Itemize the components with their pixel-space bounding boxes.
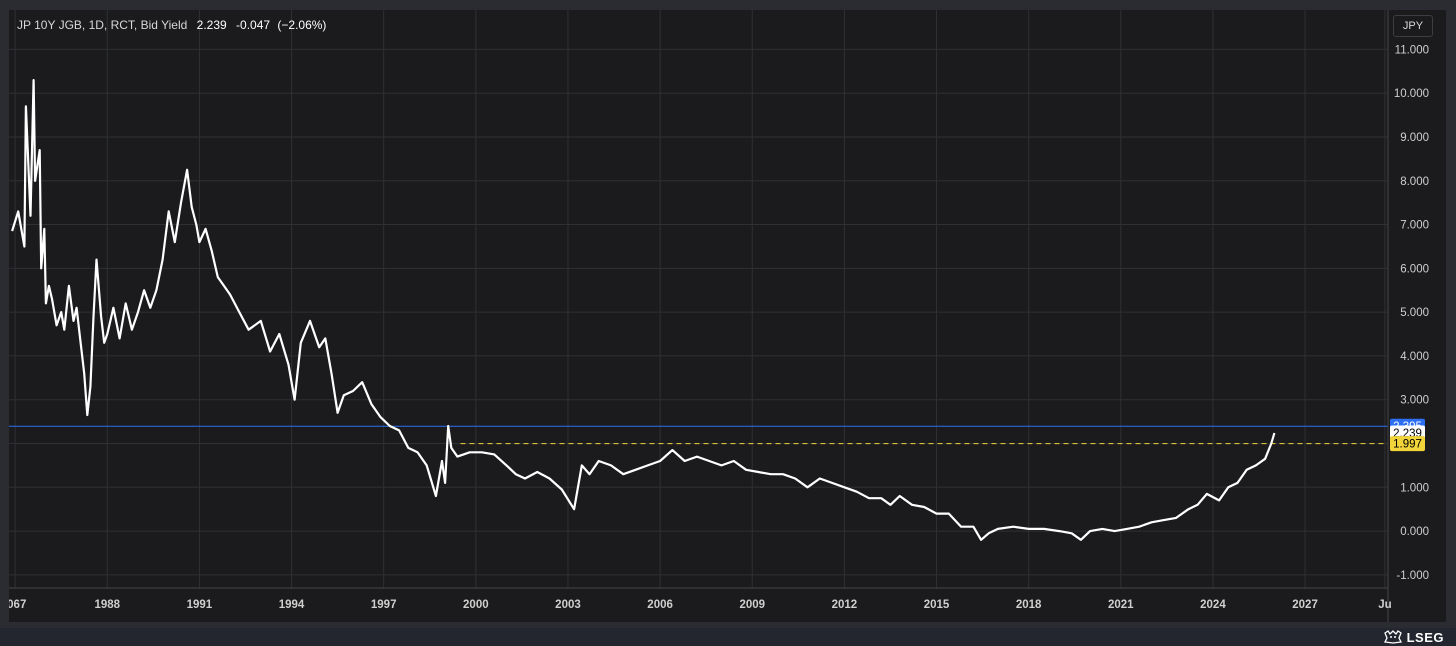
brand-label: LSEG	[1406, 629, 1444, 645]
y-tick-label: 5.000	[1400, 307, 1429, 319]
y-tick-label: 10.000	[1394, 88, 1429, 100]
x-tick-label: 2024	[1200, 599, 1226, 611]
x-tick-label: 2012	[832, 599, 858, 611]
yield-chart: 11.000 10.000 9.000 8.000 7.000 6.000 5.000 4.0…	[4, 10, 1429, 622]
x-tick-label: 2021	[1108, 599, 1134, 611]
x-tick-label: 2015	[924, 599, 950, 611]
y-tick-label: 8.000	[1400, 176, 1429, 188]
currency-button[interactable]: JPY	[1393, 15, 1433, 37]
series-layer	[11, 78, 1276, 541]
price-label-box-2	[1390, 436, 1425, 452]
y-tick-label: -1.000	[1396, 570, 1429, 582]
x-tick-label: Ju	[1378, 599, 1391, 611]
price-label-2: 1.997	[1393, 439, 1422, 451]
y-tick-label: 7.000	[1400, 220, 1429, 232]
footer-bar: LSEG	[0, 628, 1456, 646]
legend-symbol: JP 10Y JGB, 1D, RCT, Bid Yield	[17, 18, 188, 32]
x-tick-label: ’067	[9, 599, 26, 611]
y-tick-label: 6.000	[1400, 263, 1429, 275]
x-tick-label: 1997	[371, 599, 397, 611]
y-tick-label: 9.000	[1400, 132, 1429, 144]
y-tick-label: 1.000	[1400, 482, 1429, 494]
x-tick-label: 2000	[463, 599, 489, 611]
x-tick-label: 2018	[1016, 599, 1042, 611]
axes	[9, 10, 1389, 622]
x-tick-label: 2003	[555, 599, 581, 611]
chart-window: 11.000 10.000 9.000 8.000 7.000 6.000 5.000 4.0…	[4, 10, 1446, 622]
lseg-logo-icon	[1383, 630, 1402, 644]
x-tick-label: 2009	[739, 599, 765, 611]
chart-legend: JP 10Y JGB, 1D, RCT, Bid Yield 2.239 -0.…	[17, 18, 326, 32]
y-tick-label: 3.000	[1400, 395, 1429, 407]
series-line-0	[11, 78, 1276, 541]
legend-change: -0.047	[236, 18, 271, 32]
legend-change-percent: (−2.06%)	[277, 18, 327, 32]
price-axis-labels: 11.000 10.000 9.000 8.000 7.000 6.000 5.000 4.0…	[1394, 44, 1429, 581]
x-tick-label: 1994	[279, 599, 305, 611]
time-axis-labels: ’067 1988 1991 1994 1997 2000 2003 2006 2009 2012…	[4, 599, 1392, 611]
y-tick-label: 0.000	[1400, 526, 1429, 538]
x-tick-label: 2027	[1292, 599, 1318, 611]
brand: LSEG	[1383, 628, 1444, 646]
y-tick-label: 4.000	[1400, 351, 1429, 363]
grid-lines	[9, 10, 1388, 588]
x-tick-label: 2006	[647, 599, 673, 611]
horizontal-lines	[9, 425, 1388, 445]
x-tick-label: 1991	[187, 599, 213, 611]
y-tick-label: 11.000	[1395, 44, 1429, 56]
x-tick-label: 1988	[94, 599, 120, 611]
legend-last-value: 2.239	[196, 18, 227, 32]
